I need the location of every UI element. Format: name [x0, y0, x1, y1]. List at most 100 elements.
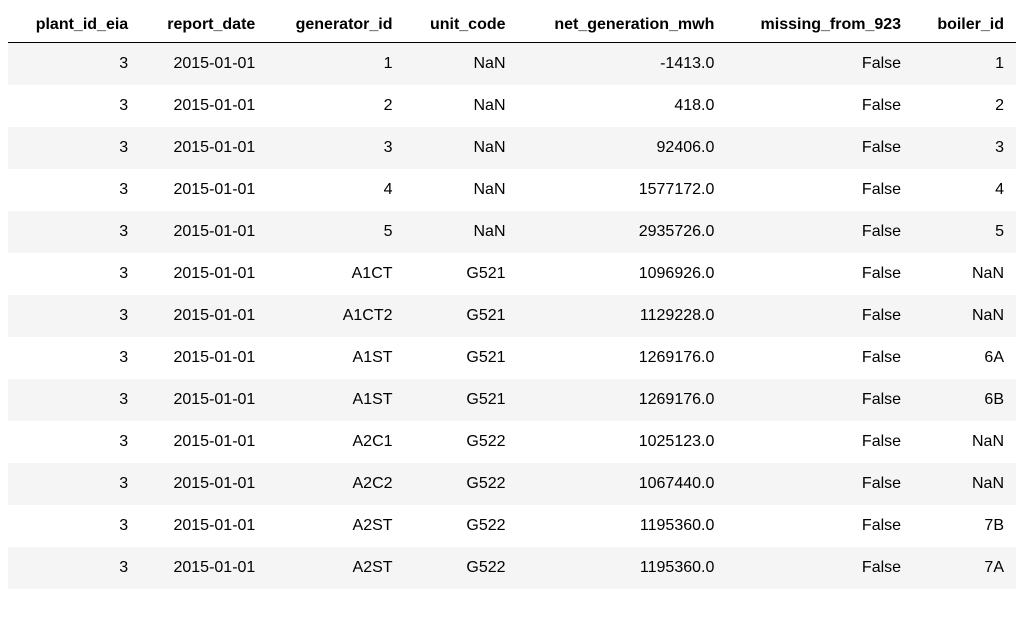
table-cell: False [726, 127, 913, 169]
table-cell: NaN [913, 421, 1016, 463]
table-cell: 1129228.0 [518, 295, 727, 337]
table-cell: G522 [405, 463, 518, 505]
table-cell: False [726, 85, 913, 127]
table-cell: 7A [913, 547, 1016, 589]
table-cell: 5 [267, 211, 404, 253]
table-cell: G521 [405, 337, 518, 379]
table-cell: G522 [405, 547, 518, 589]
table-body: 32015-01-011NaN-1413.0False132015-01-012… [8, 43, 1016, 590]
table-cell: False [726, 43, 913, 86]
table-cell: A1CT [267, 253, 404, 295]
table-cell: 3 [8, 463, 140, 505]
table-cell: 2015-01-01 [140, 253, 267, 295]
table-row: 32015-01-01A2C2G5221067440.0FalseNaN [8, 463, 1016, 505]
table-cell: 1195360.0 [518, 505, 727, 547]
table-cell: False [726, 253, 913, 295]
table-cell: False [726, 505, 913, 547]
table-cell: 2015-01-01 [140, 463, 267, 505]
table-cell: 1096926.0 [518, 253, 727, 295]
table-cell: 2015-01-01 [140, 127, 267, 169]
table-cell: A2C2 [267, 463, 404, 505]
table-row: 32015-01-015NaN2935726.0False5 [8, 211, 1016, 253]
col-header: generator_id [267, 8, 404, 43]
table-row: 32015-01-01A1STG5211269176.0False6B [8, 379, 1016, 421]
table-cell: 92406.0 [518, 127, 727, 169]
table-cell: 3 [8, 421, 140, 463]
table-cell: 2 [913, 85, 1016, 127]
table-cell: 1 [913, 43, 1016, 86]
table-cell: 3 [8, 337, 140, 379]
table-cell: NaN [913, 295, 1016, 337]
table-cell: 1067440.0 [518, 463, 727, 505]
table-cell: 6B [913, 379, 1016, 421]
table-cell: False [726, 211, 913, 253]
table-cell: A1ST [267, 379, 404, 421]
col-header: boiler_id [913, 8, 1016, 43]
table-row: 32015-01-01A1CT2G5211129228.0FalseNaN [8, 295, 1016, 337]
table-cell: 2015-01-01 [140, 169, 267, 211]
table-cell: 3 [267, 127, 404, 169]
table-cell: A1CT2 [267, 295, 404, 337]
table-row: 32015-01-011NaN-1413.0False1 [8, 43, 1016, 86]
table-cell: False [726, 169, 913, 211]
table-cell: 1025123.0 [518, 421, 727, 463]
table-cell: A2ST [267, 547, 404, 589]
table-cell: 3 [8, 211, 140, 253]
table-cell: 3 [8, 379, 140, 421]
table-cell: 5 [913, 211, 1016, 253]
table-cell: A2ST [267, 505, 404, 547]
table-cell: 1269176.0 [518, 379, 727, 421]
col-header: unit_code [405, 8, 518, 43]
table-cell: 3 [8, 505, 140, 547]
table-cell: 1269176.0 [518, 337, 727, 379]
table-row: 32015-01-012NaN418.0False2 [8, 85, 1016, 127]
table-cell: 6A [913, 337, 1016, 379]
table-cell: False [726, 463, 913, 505]
table-cell: A1ST [267, 337, 404, 379]
table-row: 32015-01-013NaN92406.0False3 [8, 127, 1016, 169]
table-cell: G521 [405, 253, 518, 295]
table-cell: 2015-01-01 [140, 505, 267, 547]
table-cell: NaN [405, 127, 518, 169]
col-header: net_generation_mwh [518, 8, 727, 43]
table-cell: NaN [913, 253, 1016, 295]
table-cell: False [726, 379, 913, 421]
table-cell: 3 [8, 169, 140, 211]
table-cell: 2015-01-01 [140, 43, 267, 86]
table-cell: 3 [8, 85, 140, 127]
table-cell: 2015-01-01 [140, 547, 267, 589]
table-cell: -1413.0 [518, 43, 727, 86]
table-cell: 2015-01-01 [140, 337, 267, 379]
table-cell: 2935726.0 [518, 211, 727, 253]
table-cell: A2C1 [267, 421, 404, 463]
table-cell: 7B [913, 505, 1016, 547]
table-row: 32015-01-01A1CTG5211096926.0FalseNaN [8, 253, 1016, 295]
table-cell: 3 [8, 253, 140, 295]
table-row: 32015-01-01A2STG5221195360.0False7B [8, 505, 1016, 547]
table-cell: G522 [405, 421, 518, 463]
table-row: 32015-01-014NaN1577172.0False4 [8, 169, 1016, 211]
table-cell: 2015-01-01 [140, 379, 267, 421]
col-header: report_date [140, 8, 267, 43]
table-cell: 2 [267, 85, 404, 127]
table-cell: NaN [405, 211, 518, 253]
table-cell: 2015-01-01 [140, 211, 267, 253]
table-cell: False [726, 547, 913, 589]
table-cell: False [726, 295, 913, 337]
table-cell: 4 [913, 169, 1016, 211]
table-cell: 3 [913, 127, 1016, 169]
table-cell: 2015-01-01 [140, 85, 267, 127]
table-cell: NaN [405, 85, 518, 127]
data-table: plant_id_eia report_date generator_id un… [8, 8, 1016, 589]
table-header: plant_id_eia report_date generator_id un… [8, 8, 1016, 43]
table-row: 32015-01-01A2C1G5221025123.0FalseNaN [8, 421, 1016, 463]
table-cell: G521 [405, 379, 518, 421]
table-cell: 2015-01-01 [140, 421, 267, 463]
table-cell: 3 [8, 295, 140, 337]
table-cell: 1 [267, 43, 404, 86]
table-cell: 3 [8, 127, 140, 169]
col-header: plant_id_eia [8, 8, 140, 43]
table-cell: 4 [267, 169, 404, 211]
table-cell: False [726, 421, 913, 463]
table-cell: 1577172.0 [518, 169, 727, 211]
